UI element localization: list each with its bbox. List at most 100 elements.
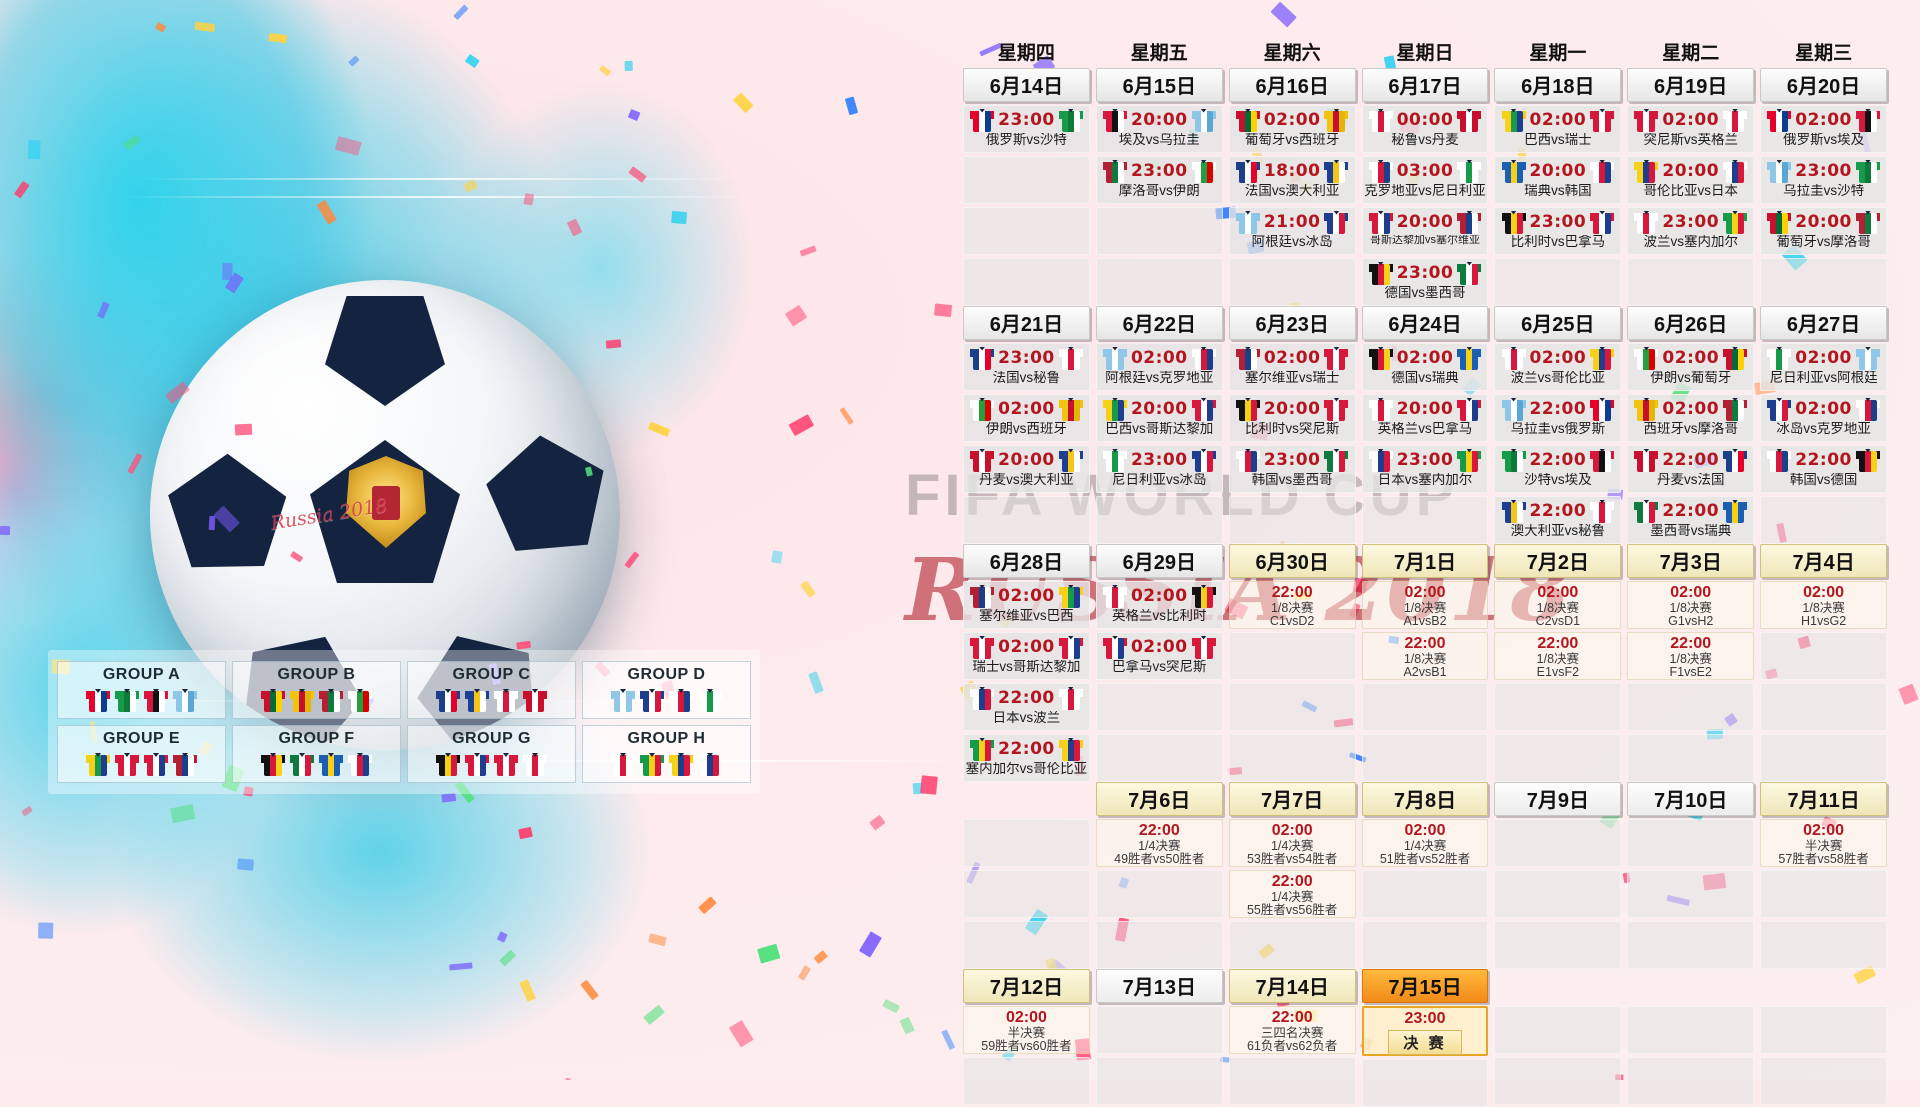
date-cell[interactable]: 6月28日	[963, 544, 1090, 578]
match-card[interactable]: 20:00 哥伦比亚vs日本	[1627, 156, 1755, 204]
match-card[interactable]: 22:00 沙特vs埃及	[1494, 445, 1622, 493]
match-card[interactable]: 23:00 俄罗斯vs沙特	[963, 105, 1090, 153]
match-card[interactable]: 02:00 葡萄牙vs西班牙	[1228, 105, 1356, 153]
date-cell[interactable]: 6月27日	[1760, 306, 1888, 340]
date-cell[interactable]: 7月8日	[1361, 782, 1489, 816]
match-card[interactable]: 02:00 英格兰vs比利时	[1095, 581, 1223, 629]
match-card[interactable]: 20:00 比利时vs突尼斯	[1228, 394, 1356, 442]
knockout-match-card[interactable]: 02:00 半决赛 57胜者vs58胜者	[1760, 819, 1888, 867]
knockout-match-card[interactable]: 02:00 1/8决赛 H1vsG2	[1760, 581, 1888, 629]
group-box[interactable]: GROUP C	[407, 661, 576, 719]
date-cell[interactable]: 6月20日	[1760, 68, 1888, 102]
date-cell[interactable]: 7月2日	[1494, 544, 1622, 578]
date-cell[interactable]: 6月26日	[1627, 306, 1755, 340]
knockout-match-card[interactable]: 22:00 1/8决赛 C1vsD2	[1228, 581, 1356, 629]
match-card[interactable]: 22:00 日本vs波兰	[963, 683, 1090, 731]
knockout-match-card[interactable]: 22:00 三四名决赛 61负者vs62负者	[1228, 1006, 1356, 1054]
match-card[interactable]: 23:00 乌拉圭vs沙特	[1760, 156, 1888, 204]
match-card[interactable]: 20:00 丹麦vs澳大利亚	[963, 445, 1090, 493]
group-box[interactable]: GROUP D	[582, 661, 751, 719]
date-cell[interactable]: 7月14日	[1228, 969, 1356, 1003]
match-card[interactable]: 18:00 法国vs澳大利亚	[1228, 156, 1356, 204]
knockout-match-card[interactable]: 22:00 1/8决赛 F1vsE2	[1627, 632, 1755, 680]
match-card[interactable]: 02:00 西班牙vs摩洛哥	[1627, 394, 1755, 442]
match-card[interactable]: 02:00 冰岛vs克罗地亚	[1760, 394, 1888, 442]
match-card[interactable]: 22:00 丹麦vs法国	[1627, 445, 1755, 493]
final-match-card[interactable]: 23:00 决 赛	[1361, 1006, 1489, 1056]
match-card[interactable]: 02:00 尼日利亚vs阿根廷	[1760, 343, 1888, 391]
match-card[interactable]: 21:00 阿根廷vs冰岛	[1228, 207, 1356, 255]
group-box[interactable]: GROUP E	[57, 725, 226, 783]
knockout-match-card[interactable]: 02:00 1/8决赛 C2vsD1	[1494, 581, 1622, 629]
group-box[interactable]: GROUP G	[407, 725, 576, 783]
match-card[interactable]: 22:00 乌拉圭vs俄罗斯	[1494, 394, 1622, 442]
match-card[interactable]: 02:00 伊朗vs西班牙	[963, 394, 1090, 442]
date-cell[interactable]: 6月22日	[1095, 306, 1223, 340]
knockout-match-card[interactable]: 02:00 1/4决赛 53胜者vs54胜者	[1228, 819, 1356, 867]
match-card[interactable]: 22:00 塞内加尔vs哥伦比亚	[963, 734, 1090, 782]
match-card[interactable]: 00:00 秘鲁vs丹麦	[1361, 105, 1489, 153]
date-cell[interactable]: 7月13日	[1095, 969, 1223, 1003]
date-cell[interactable]: 7月15日	[1361, 969, 1489, 1003]
match-card[interactable]: 20:00 英格兰vs巴拿马	[1361, 394, 1489, 442]
date-cell[interactable]: 7月12日	[963, 969, 1090, 1003]
match-card[interactable]: 20:00 埃及vs乌拉圭	[1095, 105, 1223, 153]
match-card[interactable]: 02:00 塞尔维亚vs巴西	[963, 581, 1090, 629]
match-card[interactable]: 22:00 韩国vs德国	[1760, 445, 1888, 493]
date-cell[interactable]: 6月18日	[1494, 68, 1622, 102]
match-card[interactable]: 02:00 伊朗vs葡萄牙	[1627, 343, 1755, 391]
group-box[interactable]: GROUP B	[232, 661, 401, 719]
match-card[interactable]: 22:00 墨西哥vs瑞典	[1627, 496, 1755, 544]
match-card[interactable]: 02:00 塞尔维亚vs瑞士	[1228, 343, 1356, 391]
knockout-match-card[interactable]: 02:00 1/8决赛 A1vsB2	[1361, 581, 1489, 629]
match-card[interactable]: 02:00 突尼斯vs英格兰	[1627, 105, 1755, 153]
match-card[interactable]: 23:00 尼日利亚vs冰岛	[1095, 445, 1223, 493]
match-card[interactable]: 02:00 波兰vs哥伦比亚	[1494, 343, 1622, 391]
date-cell[interactable]: 6月14日	[963, 68, 1090, 102]
match-card[interactable]: 23:00 比利时vs巴拿马	[1494, 207, 1622, 255]
match-card[interactable]: 20:00 哥斯达黎加vs塞尔维亚	[1361, 207, 1489, 255]
match-card[interactable]: 22:00 澳大利亚vs秘鲁	[1494, 496, 1622, 544]
match-card[interactable]: 23:00 法国vs秘鲁	[963, 343, 1090, 391]
date-cell[interactable]: 6月25日	[1494, 306, 1622, 340]
date-cell[interactable]: 7月4日	[1760, 544, 1888, 578]
date-cell[interactable]: 6月16日	[1228, 68, 1356, 102]
date-cell[interactable]: 7月10日	[1627, 782, 1755, 816]
match-card[interactable]: 23:00 摩洛哥vs伊朗	[1095, 156, 1223, 204]
match-card[interactable]: 23:00 波兰vs塞内加尔	[1627, 207, 1755, 255]
date-cell[interactable]: 7月3日	[1627, 544, 1755, 578]
date-cell[interactable]: 6月30日	[1228, 544, 1356, 578]
group-box[interactable]: GROUP H	[582, 725, 751, 783]
date-cell[interactable]: 6月24日	[1361, 306, 1489, 340]
match-card[interactable]: 02:00 瑞士vs哥斯达黎加	[963, 632, 1090, 680]
match-card[interactable]: 23:00 韩国vs墨西哥	[1228, 445, 1356, 493]
date-cell[interactable]: 7月6日	[1095, 782, 1223, 816]
match-card[interactable]: 20:00 巴西vs哥斯达黎加	[1095, 394, 1223, 442]
date-cell[interactable]: 6月23日	[1228, 306, 1356, 340]
knockout-match-card[interactable]: 22:00 1/4决赛 55胜者vs56胜者	[1228, 870, 1356, 918]
date-cell[interactable]: 7月7日	[1228, 782, 1356, 816]
match-card[interactable]: 20:00 葡萄牙vs摩洛哥	[1760, 207, 1888, 255]
match-card[interactable]: 20:00 瑞典vs韩国	[1494, 156, 1622, 204]
match-card[interactable]: 23:00 日本vs塞内加尔	[1361, 445, 1489, 493]
match-card[interactable]: 23:00 德国vs墨西哥	[1361, 258, 1489, 306]
date-cell[interactable]: 7月11日	[1760, 782, 1888, 816]
knockout-match-card[interactable]: 02:00 1/8决赛 G1vsH2	[1627, 581, 1755, 629]
knockout-match-card[interactable]: 02:00 1/4决赛 51胜者vs52胜者	[1361, 819, 1489, 867]
date-cell[interactable]: 6月29日	[1095, 544, 1223, 578]
knockout-match-card[interactable]: 22:00 1/8决赛 A2vsB1	[1361, 632, 1489, 680]
knockout-match-card[interactable]: 22:00 1/4决赛 49胜者vs50胜者	[1095, 819, 1223, 867]
date-cell[interactable]: 7月1日	[1361, 544, 1489, 578]
group-box[interactable]: GROUP F	[232, 725, 401, 783]
match-card[interactable]: 02:00 巴拿马vs突尼斯	[1095, 632, 1223, 680]
match-card[interactable]: 02:00 德国vs瑞典	[1361, 343, 1489, 391]
match-card[interactable]: 03:00 克罗地亚vs尼日利亚	[1361, 156, 1489, 204]
match-card[interactable]: 02:00 阿根廷vs克罗地亚	[1095, 343, 1223, 391]
date-cell[interactable]: 6月17日	[1361, 68, 1489, 102]
date-cell[interactable]: 6月15日	[1095, 68, 1223, 102]
match-card[interactable]: 02:00 俄罗斯vs埃及	[1760, 105, 1888, 153]
knockout-match-card[interactable]: 22:00 1/8决赛 E1vsF2	[1494, 632, 1622, 680]
date-cell[interactable]: 6月21日	[963, 306, 1090, 340]
knockout-match-card[interactable]: 02:00 半决赛 59胜者vs60胜者	[963, 1006, 1090, 1054]
date-cell[interactable]: 6月19日	[1627, 68, 1755, 102]
